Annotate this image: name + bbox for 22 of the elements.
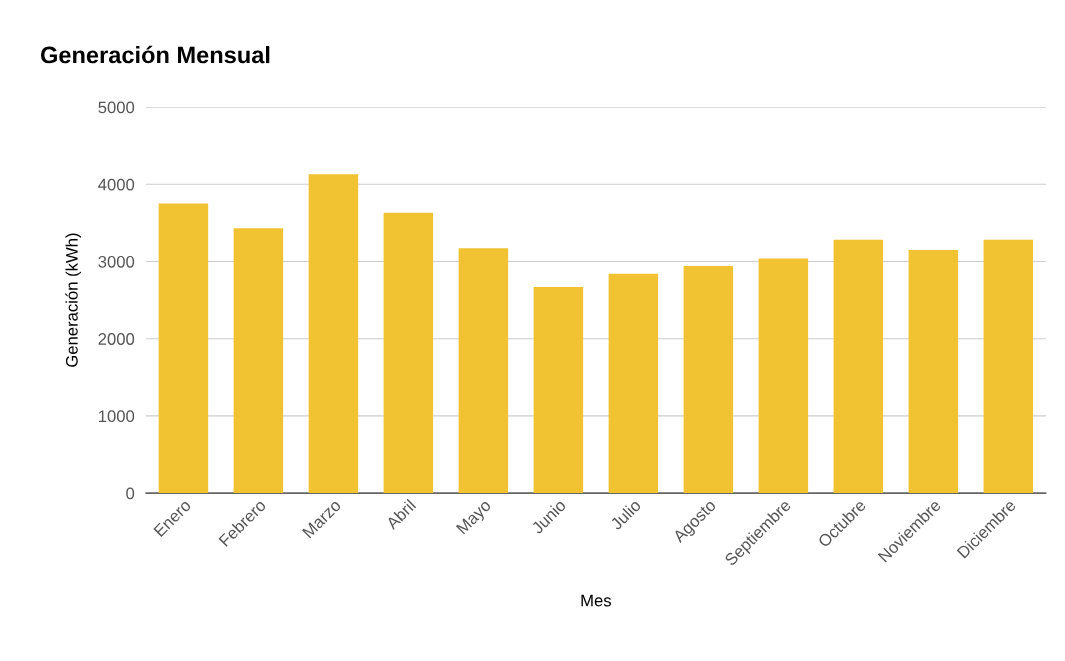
bar — [533, 286, 584, 494]
y-axis-title: Generación (kWh) — [65, 233, 82, 367]
y-tick-label: 1000 — [98, 410, 135, 423]
chart-title: Generación Mensual — [40, 45, 270, 64]
y-tick-label: 0 — [126, 487, 135, 500]
y-tick-label: 4000 — [98, 178, 135, 191]
bar — [683, 266, 734, 494]
y-tick-label: 3000 — [98, 255, 135, 268]
bar — [833, 239, 884, 494]
bar — [983, 239, 1034, 494]
x-tick-label: Julio — [609, 498, 642, 531]
bar — [458, 248, 509, 494]
x-axis-title: Mes — [581, 594, 612, 607]
bar — [758, 258, 809, 494]
bar — [308, 174, 359, 494]
bar — [158, 203, 209, 494]
bar — [908, 249, 959, 494]
bar — [608, 273, 659, 494]
y-tick-label: 5000 — [98, 101, 135, 114]
y-tick-label: 2000 — [98, 333, 135, 345]
bar — [383, 212, 434, 494]
bar — [233, 228, 284, 494]
